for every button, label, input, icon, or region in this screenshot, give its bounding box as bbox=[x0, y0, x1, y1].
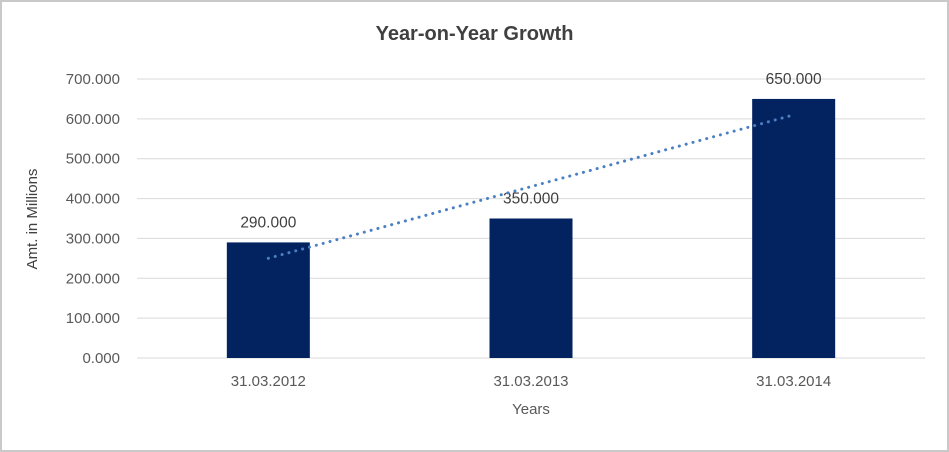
y-tick-label: 400.000 bbox=[66, 191, 120, 208]
chart-title: Year-on-Year Growth bbox=[375, 23, 574, 45]
y-tick-label: 500.000 bbox=[66, 151, 120, 168]
y-tick-label: 700.000 bbox=[66, 71, 120, 88]
x-tick-label: 31.03.2012 bbox=[231, 373, 306, 390]
y-tick-label: 100.000 bbox=[66, 310, 120, 327]
y-tick-label: 200.000 bbox=[66, 270, 120, 287]
y-tick-label: 0.000 bbox=[82, 350, 120, 367]
data-label: 350.000 bbox=[503, 191, 559, 208]
x-tick-label: 31.03.2013 bbox=[493, 373, 568, 390]
y-tick-label: 600.000 bbox=[66, 111, 120, 128]
y-tick-label: 300.000 bbox=[66, 230, 120, 247]
bar bbox=[226, 242, 310, 358]
x-axis-title: Years bbox=[512, 401, 550, 418]
bar bbox=[489, 218, 573, 358]
bar bbox=[752, 98, 836, 358]
trendline bbox=[266, 113, 796, 260]
x-tick-label: 31.03.2014 bbox=[756, 373, 831, 390]
data-label: 650.000 bbox=[766, 71, 822, 88]
data-label: 290.000 bbox=[240, 214, 296, 231]
